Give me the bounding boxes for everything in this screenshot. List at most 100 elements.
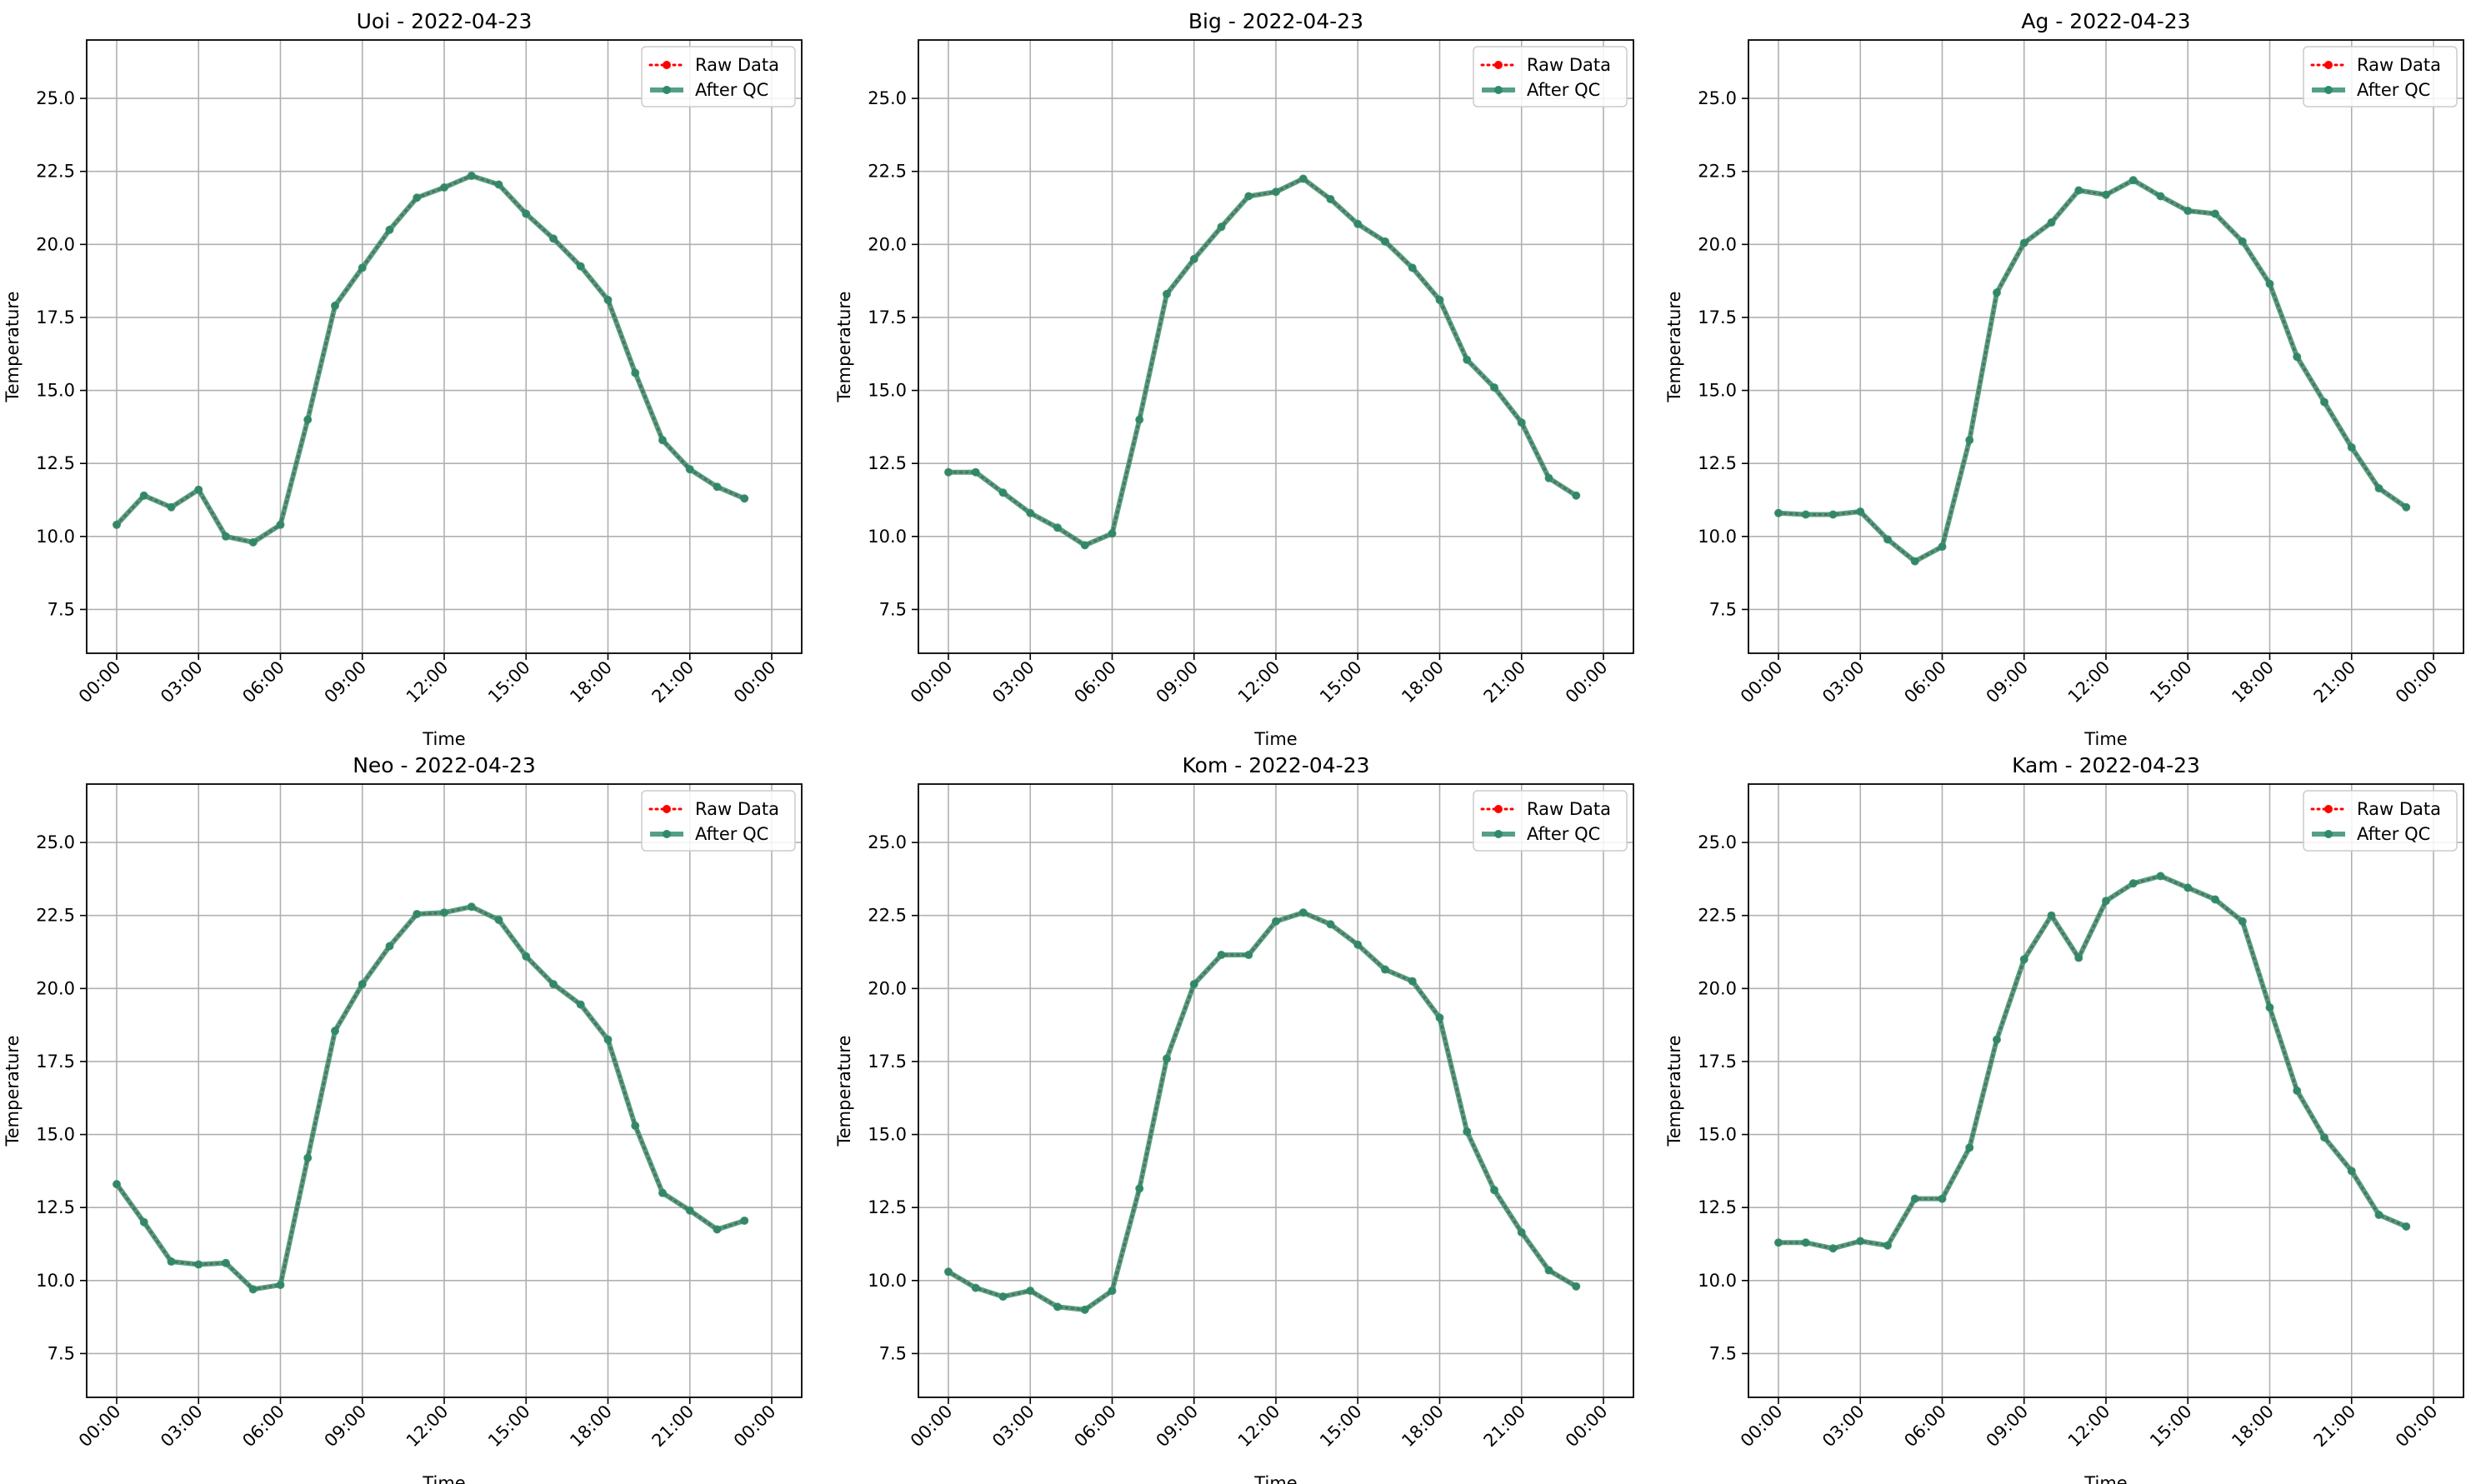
- x-tick-label: 12:00: [403, 1402, 453, 1452]
- legend-qc-marker: [2324, 86, 2333, 94]
- after-qc-point: [1572, 1282, 1581, 1291]
- y-tick-label: 10.0: [1698, 1271, 1737, 1291]
- x-tick-label: 00:00: [75, 657, 125, 707]
- after-qc-point: [631, 1122, 640, 1131]
- after-qc-point: [1163, 289, 1171, 298]
- after-qc-point: [1408, 263, 1417, 272]
- after-qc-point: [2320, 397, 2328, 407]
- chart-title: Kom - 2022-04-23: [1183, 753, 1370, 777]
- after-qc-point: [1490, 1186, 1498, 1195]
- after-qc-point: [2293, 352, 2302, 362]
- after-qc-point: [2019, 955, 2028, 964]
- after-qc-point: [222, 532, 230, 541]
- chart-title: Big - 2022-04-23: [1188, 9, 1363, 33]
- after-qc-point: [2265, 279, 2274, 288]
- legend-qc-label: After QC: [2357, 80, 2430, 100]
- y-tick-label: 15.0: [1698, 1125, 1737, 1145]
- after-qc-point: [2128, 176, 2138, 185]
- chart-panel: 7.5 10.0 12.5 15.0 17.5 20.0 22.5 25.0 00:00 03:0…: [3, 9, 803, 749]
- after-qc-point: [603, 295, 613, 304]
- after-qc-point: [576, 262, 585, 271]
- after-qc-point: [1544, 1266, 1553, 1275]
- x-tick-label: 15:00: [1316, 1402, 1366, 1452]
- after-qc-point: [1435, 1013, 1444, 1022]
- after-qc-point: [1053, 1302, 1062, 1312]
- legend-raw-label: Raw Data: [695, 799, 779, 819]
- legend-raw-label: Raw Data: [2357, 55, 2441, 75]
- after-qc-point: [2374, 483, 2383, 492]
- legend-raw-marker: [663, 805, 671, 813]
- y-tick-label: 22.5: [36, 162, 75, 182]
- y-tick-label: 22.5: [1698, 162, 1737, 182]
- chart-title: Neo - 2022-04-23: [353, 753, 536, 777]
- after-qc-point: [1910, 1194, 1919, 1203]
- after-qc-point: [494, 915, 503, 924]
- legend-raw-label: Raw Data: [2357, 799, 2441, 819]
- x-tick-label: 21:00: [2310, 1402, 2360, 1452]
- after-qc-point: [1544, 473, 1553, 482]
- legend-qc-marker: [663, 830, 671, 838]
- after-qc-point: [1801, 510, 1810, 519]
- after-qc-point: [713, 482, 722, 492]
- after-qc-point: [2211, 895, 2219, 904]
- legend: Raw Data After QC: [1473, 46, 1628, 107]
- x-axis-label: Time: [2083, 1473, 2127, 1484]
- after-qc-point: [1435, 295, 1444, 304]
- y-tick-label: 7.5: [1709, 1343, 1737, 1363]
- legend-raw-label: Raw Data: [1527, 55, 1611, 75]
- y-tick-label: 25.0: [868, 832, 907, 852]
- axes-frame: [918, 39, 1634, 654]
- x-tick-label: 21:00: [1480, 1402, 1530, 1452]
- after-qc-point: [1774, 1238, 1783, 1247]
- after-qc-point: [2402, 1222, 2411, 1231]
- x-tick-label: 00:00: [730, 657, 780, 707]
- after-qc-point: [2265, 1003, 2274, 1012]
- after-qc-point: [1883, 1241, 1892, 1250]
- after-qc-point: [713, 1225, 722, 1234]
- y-tick-label: 10.0: [36, 527, 75, 547]
- after-qc-point: [2074, 186, 2083, 195]
- y-tick-label: 20.0: [36, 978, 75, 998]
- y-tick-label: 7.5: [879, 599, 907, 619]
- y-axis-label: Temperature: [834, 291, 854, 402]
- legend-qc-label: After QC: [2357, 824, 2430, 844]
- after-qc-point: [1298, 908, 1308, 917]
- legend-raw-marker: [1494, 61, 1503, 69]
- x-tick-label: 00:00: [1737, 657, 1787, 707]
- chart-panel: 7.5 10.0 12.5 15.0 17.5 20.0 22.5 25.0 00:00 03:0…: [3, 753, 803, 1484]
- after-qc-point: [2128, 879, 2138, 888]
- after-qc-point: [303, 415, 313, 424]
- chart-panel: 7.5 10.0 12.5 15.0 17.5 20.0 22.5 25.0 00:00 03:0…: [1664, 753, 2464, 1484]
- chart-title: Kam - 2022-04-23: [2012, 753, 2200, 777]
- after-qc-point: [1883, 535, 1892, 544]
- x-tick-label: 12:00: [1234, 657, 1284, 707]
- x-tick-label: 03:00: [157, 657, 207, 707]
- x-tick-label: 09:00: [1983, 1402, 2033, 1452]
- after-qc-point: [944, 1267, 953, 1277]
- after-qc-point: [522, 209, 531, 218]
- after-qc-point: [998, 488, 1008, 497]
- x-tick-label: 12:00: [2064, 657, 2114, 707]
- legend: Raw Data After QC: [2303, 790, 2458, 852]
- x-tick-label: 15:00: [484, 657, 534, 707]
- y-tick-label: 22.5: [1698, 906, 1737, 926]
- x-tick-label: 06:00: [1900, 657, 1950, 707]
- x-tick-label: 18:00: [566, 657, 616, 707]
- after-qc-point: [1572, 491, 1581, 500]
- after-qc-point: [549, 980, 558, 989]
- x-tick-label: 15:00: [2146, 657, 2196, 707]
- y-tick-label: 7.5: [48, 599, 75, 619]
- after-qc-point: [113, 520, 121, 529]
- y-tick-label: 22.5: [36, 906, 75, 926]
- after-qc-point: [2102, 897, 2110, 906]
- y-tick-label: 20.0: [1698, 234, 1737, 254]
- axes-frame: [86, 39, 803, 654]
- after-qc-point: [549, 234, 558, 243]
- after-qc-line: [1776, 873, 2409, 1252]
- after-qc-point: [1298, 174, 1308, 183]
- x-tick-label: 06:00: [1070, 657, 1120, 707]
- after-qc-point: [944, 467, 953, 477]
- x-tick-label: 00:00: [907, 657, 957, 707]
- x-tick-label: 00:00: [2392, 1402, 2442, 1452]
- legend-raw-marker: [2324, 61, 2333, 69]
